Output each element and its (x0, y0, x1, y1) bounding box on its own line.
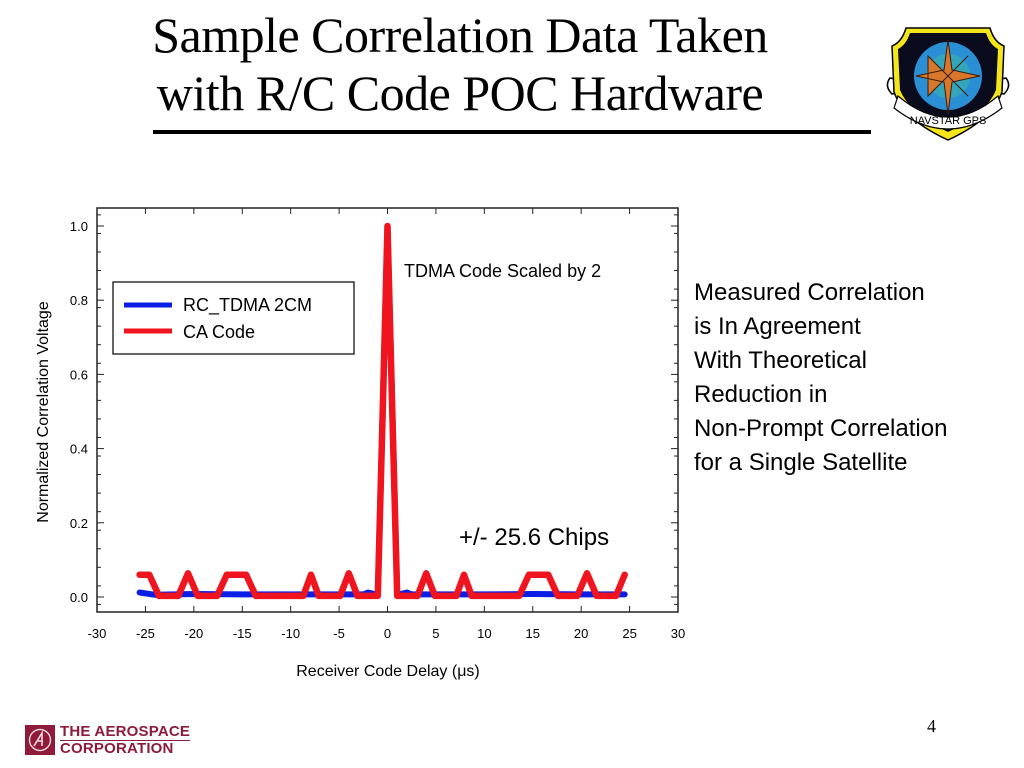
slide-title: Sample Correlation Data Taken with R/C C… (60, 6, 860, 122)
side-note-line-2: is In Agreement (694, 313, 861, 340)
x-tick-label: -20 (184, 626, 203, 641)
annotation-tdma-scaled: TDMA Code Scaled by 2 (404, 261, 601, 281)
title-underline (153, 130, 871, 134)
x-tick-label: 0 (384, 626, 391, 641)
x-axis-label: Receiver Code Delay (μs) (296, 663, 480, 680)
side-note: Measured Correlation is In Agreement Wit… (694, 276, 947, 480)
series-layer (136, 222, 628, 600)
x-tick-label: -30 (88, 626, 107, 641)
side-note-line-6: for a Single Satellite (694, 449, 908, 476)
y-tick-label: 0.0 (70, 590, 88, 605)
emblem-text: NAVSTAR GPS (910, 115, 987, 127)
logo-line-2: CORPORATION (60, 740, 174, 757)
x-tick-label: 25 (622, 626, 636, 641)
legend-label-ca-code: CA Code (183, 322, 255, 342)
x-tick-label: 30 (671, 626, 685, 641)
legend-label-rc-tdma: RC_TDMA 2CM (183, 295, 312, 316)
x-tick-label: 20 (574, 626, 588, 641)
navstar-gps-emblem-icon: NAVSTAR GPS (886, 27, 1010, 141)
y-tick-label: 0.8 (70, 293, 88, 308)
emblem-banner (893, 94, 1003, 130)
legend: RC_TDMA 2CM CA Code (112, 281, 355, 355)
y-axis-label: Normalized Correlation Voltage (35, 301, 52, 523)
page-number: 4 (927, 716, 936, 736)
side-note-line-5: Non-Prompt Correlation (694, 415, 948, 442)
y-tick-label: 1.0 (70, 219, 88, 234)
x-tick-label: -15 (233, 626, 252, 641)
y-tick-label: 0.2 (70, 516, 88, 531)
x-tick-label: 5 (432, 626, 439, 641)
x-tick-label: -5 (333, 626, 345, 641)
x-tick-label: 15 (526, 626, 540, 641)
side-note-line-1: Measured Correlation (694, 279, 925, 306)
logo-line-1: THE AEROSPACE (60, 723, 191, 741)
aerospace-corporation-logo: THE AEROSPACE CORPORATION (25, 723, 191, 757)
x-tick-label: -25 (136, 626, 155, 641)
annotation-chips: +/- 25.6 Chips (459, 524, 609, 551)
x-tick-label: -10 (281, 626, 300, 641)
slide-title-line-2: with R/C Code POC Hardware (156, 65, 764, 121)
side-note-line-3: With Theoretical (694, 347, 867, 374)
x-tick-label: 10 (477, 626, 491, 641)
side-note-line-4: Reduction in (694, 381, 828, 408)
emblem-compass-star (915, 39, 981, 115)
series-line-ca-code (136, 222, 628, 600)
axes-ticks: -30 -25 -20 -15 -10 -5 0 5 10 15 20 25 30 0.0 0.2 0.4 0.… (70, 208, 685, 641)
slide-title-line-1: Sample Correlation Data Taken (152, 7, 768, 63)
legend-box (112, 281, 355, 355)
y-tick-label: 0.4 (70, 442, 88, 457)
y-tick-label: 0.6 (70, 367, 88, 382)
aerospace-logo-icon (25, 725, 55, 755)
